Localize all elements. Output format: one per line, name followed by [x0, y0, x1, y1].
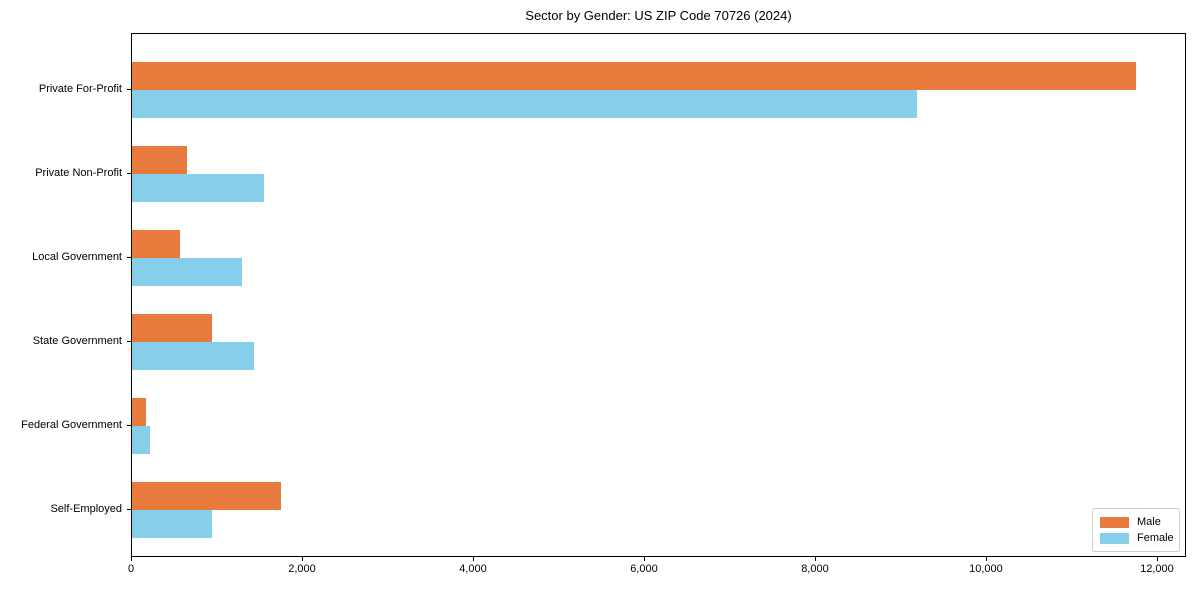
y-tick-mark [127, 89, 131, 90]
bar-group [132, 62, 1185, 118]
bar-group [132, 482, 1185, 538]
y-axis-label: Self-Employed [50, 503, 122, 515]
x-tick-label: 0 [127, 563, 135, 575]
bar-group [132, 146, 1185, 202]
bar-group [132, 230, 1185, 286]
legend-label: Female [1137, 532, 1174, 544]
legend-swatch [1100, 532, 1129, 544]
y-tick-mark [127, 425, 131, 426]
bar-male [132, 482, 281, 510]
x-tick-label: 2,000 [288, 563, 316, 575]
legend: Male Female [1092, 508, 1180, 552]
y-axis-label: Federal Government [21, 419, 122, 431]
bar-female [132, 510, 212, 538]
y-tick-mark [127, 341, 131, 342]
legend-swatch [1100, 516, 1129, 528]
y-axis-label: Private Non-Profit [35, 167, 122, 179]
bar-group [132, 398, 1185, 454]
y-tick-mark [127, 173, 131, 174]
bar-female [132, 258, 242, 286]
x-tick-label: 6,000 [630, 563, 658, 575]
plot-area [131, 33, 1186, 557]
chart-title: Sector by Gender: US ZIP Code 70726 (202… [525, 8, 792, 23]
bar-group [132, 314, 1185, 370]
bar-male [132, 62, 1136, 90]
x-tick-label: 8,000 [801, 563, 829, 575]
y-tick-mark [127, 509, 131, 510]
legend-entry: Female [1093, 530, 1179, 546]
x-tick-mark [814, 557, 816, 561]
x-tick-mark [131, 557, 132, 561]
x-tick-mark [301, 557, 303, 561]
y-tick-mark [127, 257, 131, 258]
legend-entry: Male [1093, 514, 1179, 530]
x-tick-mark [1156, 557, 1158, 561]
bar-male [132, 230, 180, 258]
bar-female [132, 426, 150, 454]
y-axis-label: Private For-Profit [38, 83, 122, 95]
y-axis-label: State Government [32, 335, 122, 347]
bar-male [132, 146, 188, 174]
bar-female [132, 174, 264, 202]
bar-female [132, 90, 918, 118]
x-tick-label: 12,000 [1140, 563, 1174, 575]
x-tick-mark [643, 557, 645, 561]
x-tick-label: 4,000 [459, 563, 487, 575]
legend-label: Male [1137, 516, 1161, 528]
y-axis-label: Local Government [32, 251, 122, 263]
bar-male [132, 398, 147, 426]
bar-male [132, 314, 212, 342]
x-tick-mark [472, 557, 474, 561]
bar-female [132, 342, 254, 370]
x-tick-mark [985, 557, 987, 561]
x-tick-label: 10,000 [969, 563, 1003, 575]
